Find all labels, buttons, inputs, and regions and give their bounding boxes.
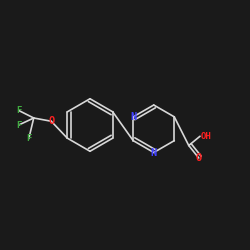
Text: O: O <box>196 153 202 163</box>
Text: N: N <box>130 112 136 122</box>
Text: F: F <box>26 134 32 143</box>
Text: O: O <box>48 116 54 126</box>
Text: F: F <box>16 106 22 115</box>
Text: N: N <box>150 148 157 158</box>
Text: F: F <box>16 120 22 130</box>
Text: OH: OH <box>200 132 211 141</box>
